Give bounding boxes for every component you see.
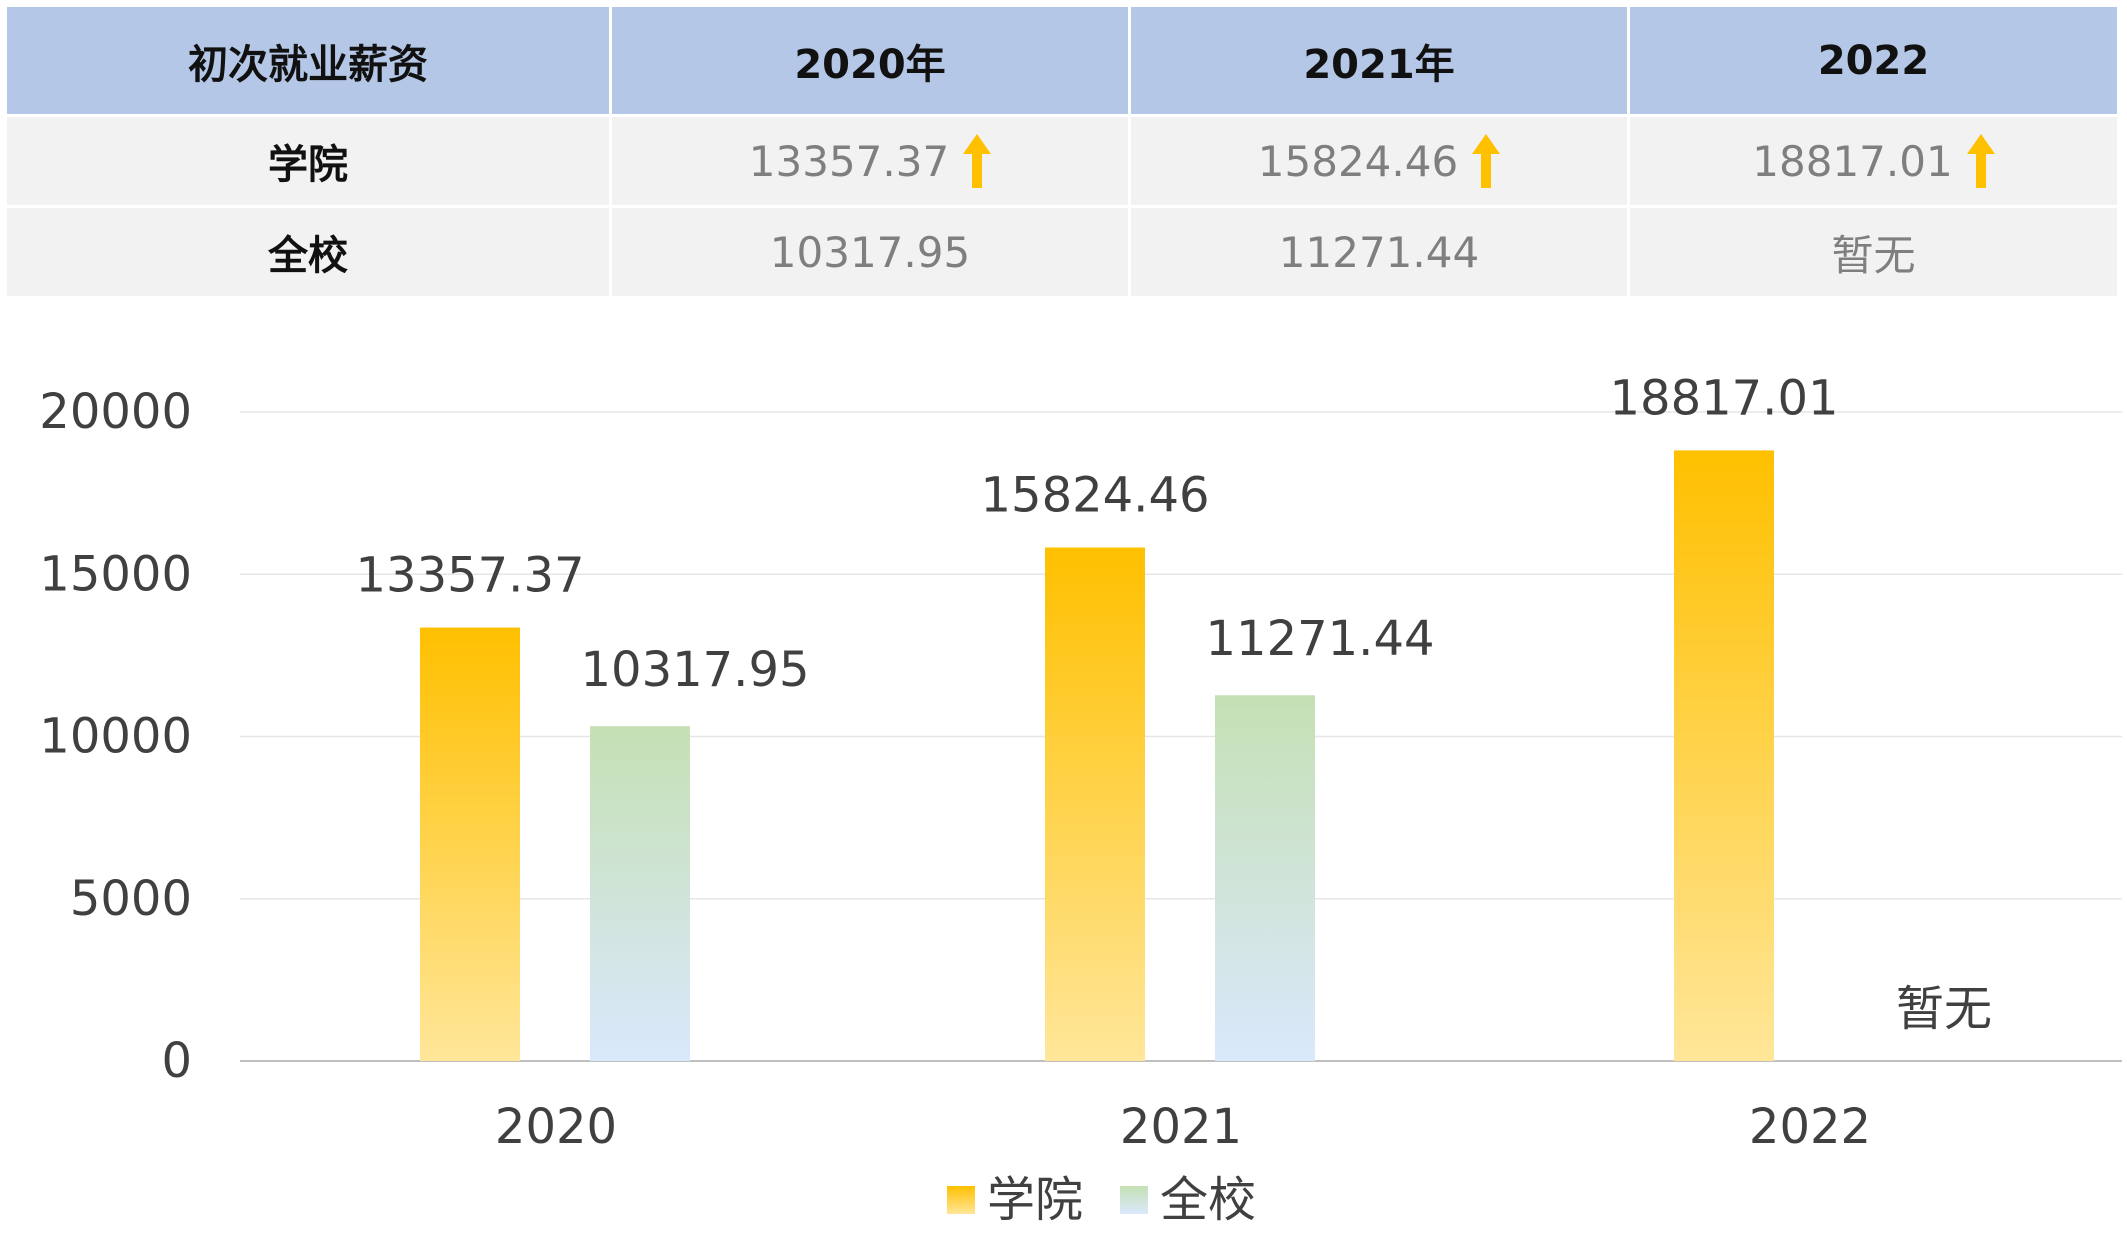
cell-college-2021: 15824.46: [1131, 117, 1627, 205]
y-tick-label: 0: [161, 1033, 192, 1089]
bar-college-2021: [1045, 547, 1145, 1061]
y-tick-label: 20000: [39, 384, 192, 440]
cell-value: 13357.37: [748, 136, 950, 186]
x-tick-label: 2020: [495, 1099, 617, 1155]
data-label: 13357.37: [355, 548, 584, 604]
header-cell-2020: 2020年: [612, 7, 1128, 114]
y-tick-label: 15000: [39, 546, 192, 602]
cell-school-2021: 11271.44: [1131, 208, 1627, 296]
cell-college-2022: 18817.01: [1630, 117, 2117, 205]
data-label: 10317.95: [580, 642, 809, 698]
cell-school-2020: 10317.95: [612, 208, 1128, 296]
cell-college-2020: 13357.37: [612, 117, 1128, 205]
bar-school-2020: [590, 726, 690, 1061]
x-axis: 2020 2021 2022: [495, 1099, 1871, 1155]
y-tick-label: 10000: [39, 709, 192, 765]
legend-swatch-college: [947, 1186, 975, 1214]
data-label: 11271.44: [1205, 611, 1434, 667]
gridlines: [240, 411, 2122, 900]
y-tick-label: 5000: [70, 871, 192, 927]
legend-label: 学院: [987, 1172, 1083, 1228]
salary-bar-chart: 0 5000 10000 15000 20000 13357.37 10317.95 158…: [39, 370, 2122, 1228]
bar-school-2021: [1215, 695, 1315, 1061]
table-row-school: 全校 10317.95 11271.44 暂无: [7, 208, 2117, 296]
data-labels: 13357.37 10317.95 15824.46 11271.44 18817.01…: [355, 370, 1992, 1037]
header-cell-title: 初次就业薪资: [7, 7, 609, 114]
data-label-no-data: 暂无: [1896, 981, 1992, 1037]
cell-value: 15824.46: [1257, 136, 1459, 186]
arrow-up-icon: [1966, 134, 1995, 188]
salary-summary-table: 初次就业薪资 2020年 2021年 2022 学院 13357.37 1582…: [4, 4, 2120, 299]
table-row-college: 学院 13357.37 15824.46 18817.01: [7, 117, 2117, 205]
y-axis: 0 5000 10000 15000 20000: [39, 384, 2122, 1089]
legend-swatch-school: [1120, 1186, 1148, 1214]
legend-label: 全校: [1160, 1172, 1256, 1228]
row-label-school: 全校: [7, 208, 609, 296]
legend: 学院 全校: [947, 1172, 1256, 1228]
bar-college-2020: [420, 627, 520, 1061]
arrow-up-icon: [963, 134, 992, 188]
cell-value: 18817.01: [1752, 136, 1953, 186]
x-tick-label: 2022: [1749, 1099, 1871, 1155]
bars: [420, 450, 1774, 1061]
table-header-row: 初次就业薪资 2020年 2021年 2022: [7, 7, 2117, 114]
cell-school-2022: 暂无: [1630, 208, 2117, 296]
data-label: 18817.01: [1609, 370, 1838, 426]
header-cell-2021: 2021年: [1131, 7, 1627, 114]
bar-college-2022: [1674, 450, 1774, 1061]
arrow-up-icon: [1472, 134, 1501, 188]
x-tick-label: 2021: [1120, 1099, 1242, 1155]
header-cell-2022: 2022: [1630, 7, 2117, 114]
data-label: 15824.46: [980, 467, 1209, 523]
row-label-college: 学院: [7, 117, 609, 205]
